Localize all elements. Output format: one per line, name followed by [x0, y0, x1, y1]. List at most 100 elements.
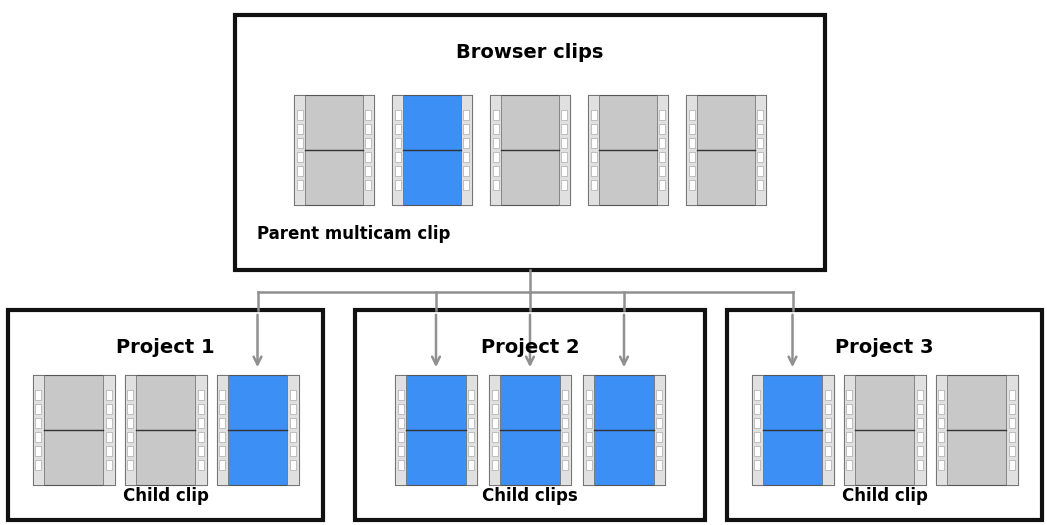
Bar: [585, 446, 592, 456]
Text: Child clip: Child clip: [122, 487, 208, 505]
Bar: [825, 446, 831, 456]
Bar: [1008, 391, 1015, 400]
Text: Child clip: Child clip: [842, 487, 928, 505]
Bar: [290, 446, 296, 456]
Bar: [583, 375, 665, 485]
Bar: [561, 180, 567, 190]
Bar: [588, 95, 668, 205]
Bar: [689, 152, 694, 162]
Bar: [489, 375, 500, 485]
Bar: [489, 375, 571, 485]
Bar: [585, 404, 592, 414]
Bar: [916, 460, 922, 469]
Bar: [757, 138, 763, 148]
Bar: [938, 418, 944, 428]
Bar: [686, 95, 697, 205]
Bar: [106, 446, 112, 456]
Bar: [392, 95, 403, 205]
Bar: [846, 418, 852, 428]
Bar: [398, 404, 404, 414]
Bar: [686, 95, 766, 205]
Bar: [365, 166, 372, 176]
Bar: [1008, 418, 1015, 428]
Bar: [656, 404, 663, 414]
Bar: [492, 432, 498, 442]
Bar: [825, 432, 831, 442]
Bar: [195, 375, 206, 485]
Bar: [492, 166, 498, 176]
Bar: [395, 110, 401, 120]
Bar: [296, 152, 303, 162]
Bar: [591, 166, 597, 176]
Bar: [468, 391, 474, 400]
Bar: [689, 166, 694, 176]
Bar: [296, 110, 303, 120]
Bar: [757, 152, 763, 162]
Bar: [825, 460, 831, 469]
Bar: [591, 124, 597, 134]
Bar: [754, 460, 760, 469]
Bar: [106, 460, 112, 469]
Bar: [656, 391, 663, 400]
Bar: [562, 446, 569, 456]
Bar: [468, 404, 474, 414]
Bar: [689, 110, 694, 120]
Bar: [938, 391, 944, 400]
Bar: [561, 138, 567, 148]
Bar: [755, 95, 766, 205]
Bar: [290, 418, 296, 428]
Bar: [656, 446, 663, 456]
Bar: [464, 152, 469, 162]
Bar: [398, 460, 404, 469]
Bar: [198, 391, 204, 400]
Bar: [492, 418, 498, 428]
Bar: [365, 180, 372, 190]
Bar: [125, 375, 136, 485]
Bar: [127, 460, 133, 469]
Bar: [464, 138, 469, 148]
Bar: [561, 166, 567, 176]
Bar: [365, 110, 372, 120]
Bar: [754, 391, 760, 400]
Bar: [217, 375, 228, 485]
Bar: [660, 110, 666, 120]
Text: Project 2: Project 2: [481, 338, 579, 357]
Bar: [392, 95, 472, 205]
Bar: [395, 138, 401, 148]
Bar: [294, 95, 305, 205]
Bar: [198, 418, 204, 428]
Bar: [822, 375, 833, 485]
Bar: [290, 432, 296, 442]
Bar: [492, 152, 498, 162]
Bar: [562, 418, 569, 428]
Bar: [296, 180, 303, 190]
Bar: [127, 418, 133, 428]
Bar: [754, 446, 760, 456]
Bar: [217, 375, 298, 485]
Bar: [562, 404, 569, 414]
Bar: [127, 404, 133, 414]
Bar: [464, 166, 469, 176]
Bar: [395, 152, 401, 162]
Bar: [559, 375, 571, 485]
Bar: [198, 404, 204, 414]
Bar: [938, 460, 944, 469]
Bar: [656, 95, 668, 205]
Bar: [752, 375, 833, 485]
Bar: [464, 180, 469, 190]
Bar: [846, 446, 852, 456]
Bar: [1008, 404, 1015, 414]
Bar: [660, 180, 666, 190]
Bar: [106, 404, 112, 414]
Bar: [398, 391, 404, 400]
Bar: [754, 404, 760, 414]
Bar: [1008, 446, 1015, 456]
Bar: [468, 432, 474, 442]
Bar: [689, 124, 694, 134]
Bar: [8, 310, 324, 520]
Bar: [916, 432, 922, 442]
Bar: [559, 95, 570, 205]
Bar: [846, 404, 852, 414]
Bar: [583, 375, 595, 485]
Bar: [846, 391, 852, 400]
